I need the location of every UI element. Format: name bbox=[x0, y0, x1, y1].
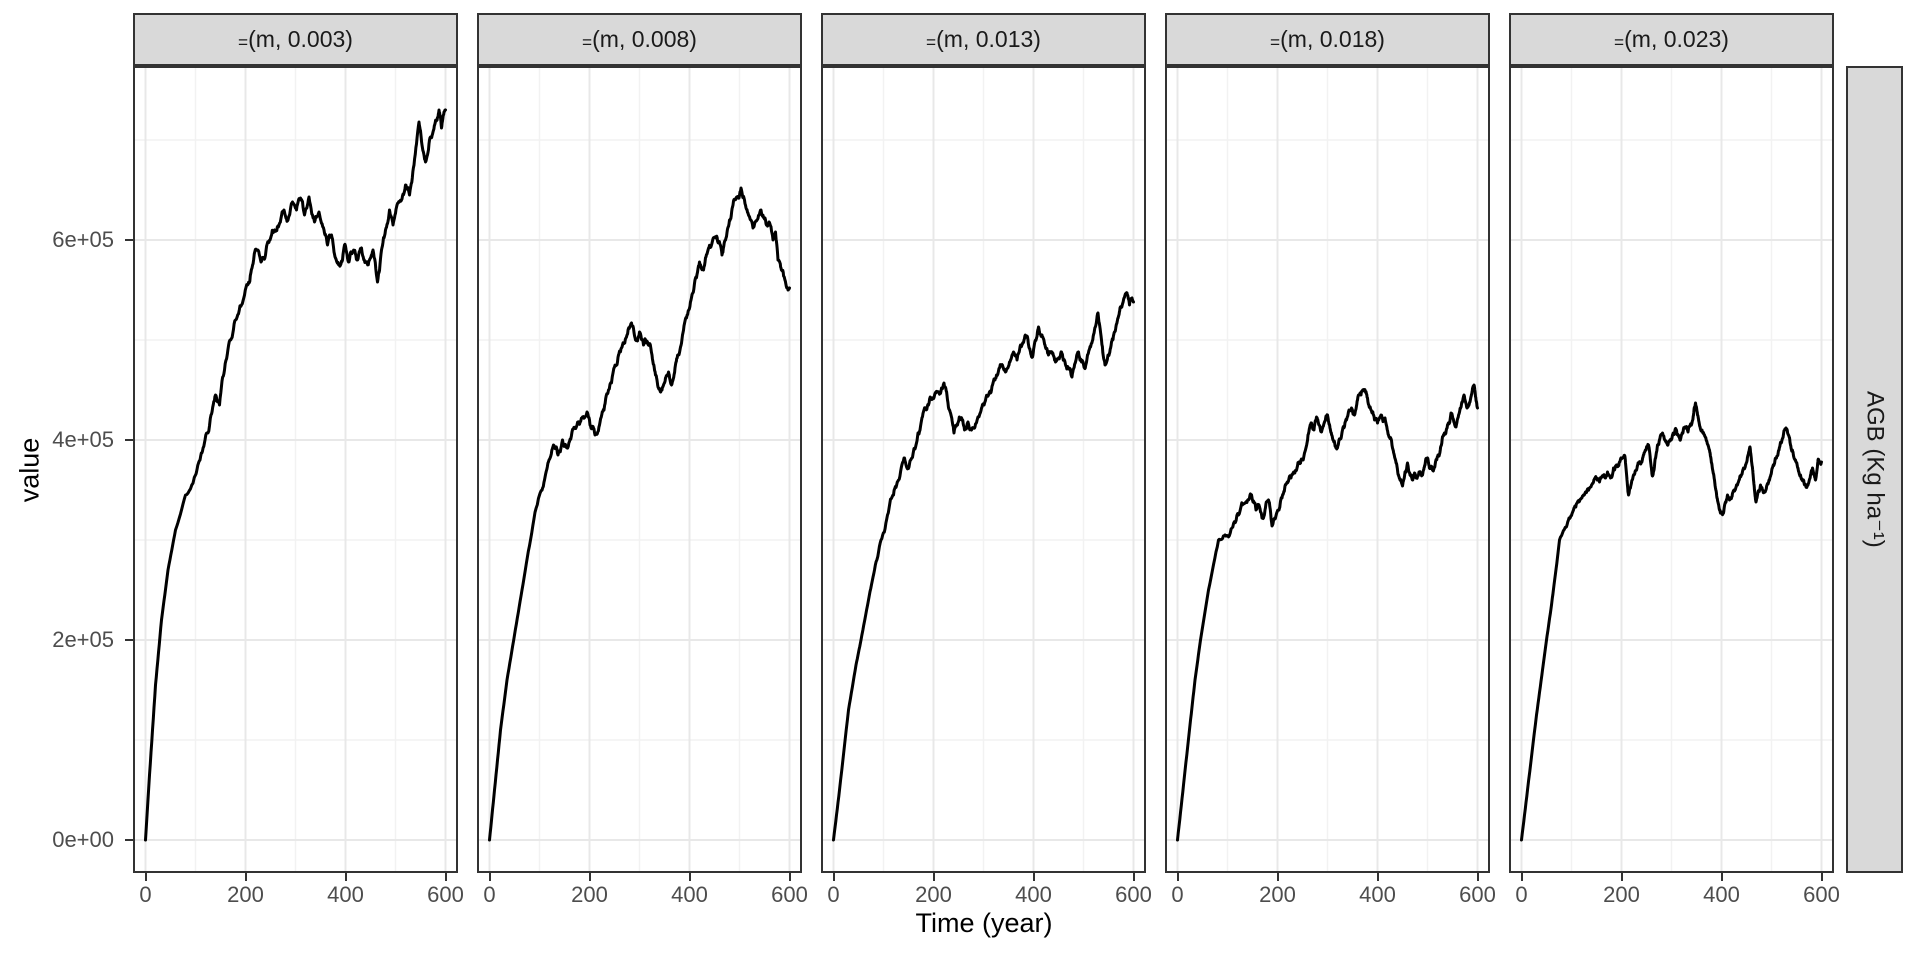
facet-strip: =(m, 0.018) bbox=[1165, 13, 1490, 66]
equals-sign: = bbox=[582, 32, 593, 52]
facet-panel bbox=[133, 66, 458, 873]
y-tick-mark bbox=[125, 239, 133, 241]
facet-panel bbox=[1165, 66, 1490, 873]
facet-strip-label: =(m, 0.003) bbox=[238, 26, 353, 52]
x-tick-mark bbox=[788, 873, 791, 881]
gridlines bbox=[1165, 66, 1490, 873]
x-tick-mark bbox=[1132, 873, 1135, 881]
facet-strip: =(m, 0.008) bbox=[477, 13, 802, 66]
x-tick-label: 200 bbox=[1603, 882, 1640, 907]
data-line bbox=[144, 108, 447, 842]
x-tick-label: 600 bbox=[1115, 882, 1152, 907]
facet-strip-label: =(m, 0.023) bbox=[1614, 26, 1729, 52]
panel-border bbox=[1509, 66, 1834, 873]
equals-sign: = bbox=[1614, 32, 1625, 52]
x-tick-label: 0 bbox=[1171, 882, 1184, 907]
y-tick-label: 4e+05 bbox=[52, 427, 114, 452]
facet-strip: =(m, 0.003) bbox=[133, 13, 458, 66]
data-line bbox=[1176, 383, 1479, 842]
panel-border bbox=[477, 66, 802, 873]
x-tick-label: 400 bbox=[671, 882, 708, 907]
equals-sign: = bbox=[1270, 32, 1281, 52]
x-tick-label: 0 bbox=[483, 882, 496, 907]
x-tick-mark bbox=[488, 873, 491, 881]
x-tick-mark bbox=[932, 873, 935, 881]
x-tick-mark bbox=[1032, 873, 1035, 881]
x-tick-label: 200 bbox=[915, 882, 952, 907]
panel-border bbox=[133, 66, 458, 873]
x-tick-mark bbox=[1520, 873, 1523, 881]
y-tick-label: 2e+05 bbox=[52, 627, 114, 652]
x-tick-mark bbox=[144, 873, 147, 881]
data-line bbox=[1520, 401, 1823, 842]
x-tick-mark bbox=[1376, 873, 1379, 881]
facet-strip: =(m, 0.023) bbox=[1509, 13, 1834, 66]
y-tick-mark bbox=[125, 439, 133, 441]
equals-sign: = bbox=[926, 32, 937, 52]
facet-strip: =(m, 0.013) bbox=[821, 13, 1146, 66]
x-tick-mark bbox=[444, 873, 447, 881]
x-tick-mark bbox=[1720, 873, 1723, 881]
panel-border bbox=[821, 66, 1146, 873]
x-tick-label: 0 bbox=[1515, 882, 1528, 907]
panel-border bbox=[1165, 66, 1490, 873]
facet-strip-label: =(m, 0.018) bbox=[1270, 26, 1385, 52]
x-tick-mark bbox=[832, 873, 835, 881]
x-tick-mark bbox=[688, 873, 691, 881]
x-tick-label: 600 bbox=[1459, 882, 1496, 907]
right-facet-strip: AGB (Kg ha⁻¹) bbox=[1846, 66, 1903, 873]
data-line bbox=[488, 186, 791, 842]
y-tick-label: 6e+05 bbox=[52, 227, 114, 252]
right-facet-strip-label: AGB (Kg ha⁻¹) bbox=[1861, 391, 1889, 548]
facet-strip-label: =(m, 0.008) bbox=[582, 26, 697, 52]
x-tick-mark bbox=[344, 873, 347, 881]
x-tick-label: 400 bbox=[1703, 882, 1740, 907]
x-tick-mark bbox=[1276, 873, 1279, 881]
y-tick-mark bbox=[125, 639, 133, 641]
x-tick-label: 0 bbox=[139, 882, 152, 907]
data-line bbox=[832, 291, 1135, 842]
x-tick-label: 600 bbox=[1803, 882, 1840, 907]
equals-sign: = bbox=[238, 32, 249, 52]
x-tick-label: 600 bbox=[771, 882, 808, 907]
x-tick-label: 400 bbox=[1359, 882, 1396, 907]
gridlines bbox=[477, 66, 802, 873]
x-tick-mark bbox=[588, 873, 591, 881]
x-tick-label: 600 bbox=[427, 882, 464, 907]
x-tick-mark bbox=[1176, 873, 1179, 881]
x-tick-label: 200 bbox=[571, 882, 608, 907]
x-tick-mark bbox=[1820, 873, 1823, 881]
gridlines bbox=[821, 66, 1146, 873]
x-tick-mark bbox=[1476, 873, 1479, 881]
x-axis-title: Time (year) bbox=[915, 908, 1053, 938]
gridlines bbox=[1509, 66, 1834, 873]
x-tick-mark bbox=[244, 873, 247, 881]
y-tick-mark bbox=[125, 839, 133, 841]
y-tick-label: 0e+00 bbox=[52, 827, 114, 852]
facet-panel bbox=[477, 66, 802, 873]
x-tick-label: 200 bbox=[1259, 882, 1296, 907]
x-tick-label: 200 bbox=[227, 882, 264, 907]
x-tick-mark bbox=[1620, 873, 1623, 881]
x-tick-label: 400 bbox=[1015, 882, 1052, 907]
facet-panel bbox=[821, 66, 1146, 873]
facet-panel bbox=[1509, 66, 1834, 873]
x-tick-label: 0 bbox=[827, 882, 840, 907]
facet-strip-label: =(m, 0.013) bbox=[926, 26, 1041, 52]
x-tick-label: 400 bbox=[327, 882, 364, 907]
